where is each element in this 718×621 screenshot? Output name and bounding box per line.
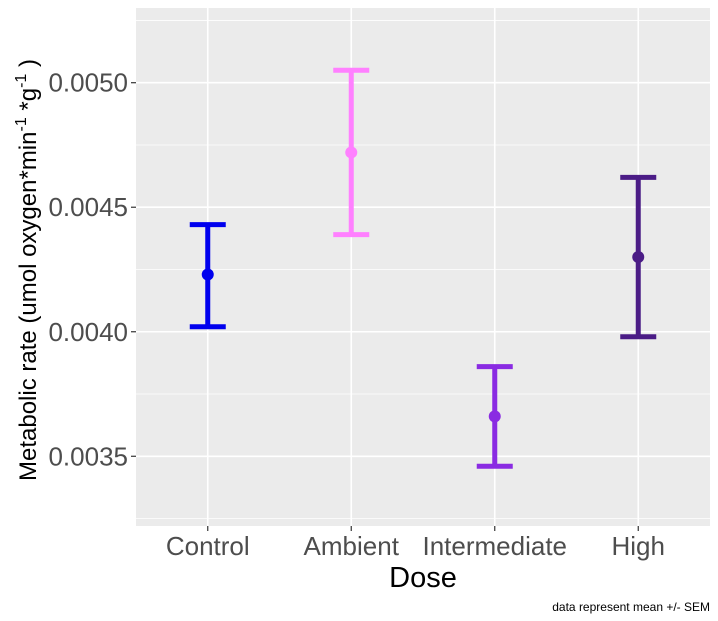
y-axis-title-sup1: -1 — [13, 117, 30, 131]
y-tick-label: 0.0040 — [48, 317, 128, 347]
x-tick-label: High — [612, 531, 665, 561]
y-axis-title-end: ) — [15, 59, 42, 74]
x-tick-label: Control — [166, 531, 250, 561]
y-axis-title-main: Metabolic rate (umol oxygen*min — [15, 132, 42, 482]
y-tick-label: 0.0045 — [48, 192, 128, 222]
y-axis-title-sup2: -1 — [13, 74, 30, 88]
x-axis: Control Ambient Intermediate High — [166, 526, 665, 561]
error-bar-group — [476, 364, 513, 469]
mean-point — [632, 251, 645, 264]
mean-point — [201, 268, 214, 281]
caption: data represent mean +/- SEM — [552, 600, 710, 614]
plot-panel — [136, 8, 710, 526]
y-tick-label: 0.0050 — [48, 68, 128, 98]
error-bar-group — [333, 67, 370, 238]
mean-point — [345, 146, 358, 159]
y-tick-label: 0.0035 — [48, 441, 128, 471]
mean-point — [488, 410, 501, 423]
y-axis-title: Metabolic rate (umol oxygen*min-1 *g-1 ) — [13, 59, 42, 481]
x-axis-title: Dose — [389, 562, 457, 594]
x-tick-label: Intermediate — [422, 531, 567, 561]
error-bar-group — [620, 174, 657, 340]
data-marks — [189, 67, 657, 469]
y-axis-title-mid: *g — [15, 88, 42, 117]
y-axis: 0.0035 0.0040 0.0045 0.0050 — [48, 68, 136, 471]
x-tick-label: Ambient — [304, 531, 400, 561]
error-bar-group — [189, 222, 226, 330]
